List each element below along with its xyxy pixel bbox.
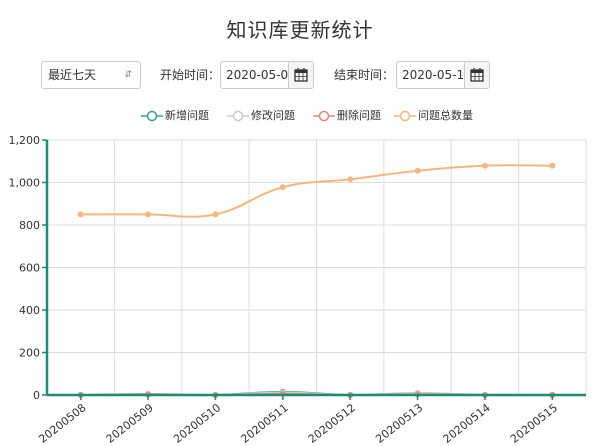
x-tick-label: 20200509 bbox=[104, 401, 156, 446]
calendar-icon[interactable] bbox=[464, 62, 489, 88]
range-select[interactable]: 最近七天 ⇵ bbox=[41, 61, 141, 89]
axes bbox=[42, 139, 586, 400]
updown-arrow-icon: ⇵ bbox=[124, 70, 132, 80]
x-tick-label: 20200512 bbox=[306, 401, 358, 446]
start-time-label: 开始时间： bbox=[160, 68, 221, 82]
legend-marker-new bbox=[141, 110, 163, 122]
data-point-total bbox=[347, 176, 354, 183]
legend-marker-total bbox=[394, 110, 416, 122]
data-point-total bbox=[481, 162, 488, 169]
y-tick-label: 1,000 bbox=[9, 177, 41, 190]
data-point-total bbox=[549, 162, 556, 169]
y-tick-label: 1,200 bbox=[9, 134, 41, 147]
y-tick-label: 0 bbox=[33, 389, 40, 402]
end-date-value: 2020-05-15 bbox=[402, 68, 472, 82]
chart-title: 知识库更新统计 bbox=[226, 18, 374, 42]
x-tick-labels: 20200508 20200509 20200510 20200511 20200512… bbox=[36, 401, 560, 446]
calendar-icon[interactable] bbox=[288, 62, 313, 88]
data-point-total bbox=[212, 211, 219, 218]
legend-label-modify: 修改问题 bbox=[251, 109, 295, 122]
end-time-label: 结束时间： bbox=[334, 68, 395, 82]
legend-marker-delete bbox=[313, 110, 335, 122]
x-tick-label: 20200514 bbox=[441, 401, 493, 446]
x-tick-label: 20200508 bbox=[36, 401, 88, 446]
start-date-value: 2020-05-08 bbox=[226, 68, 296, 82]
data-point-total bbox=[279, 184, 286, 191]
series-line-total bbox=[80, 164, 553, 218]
y-tick-label: 200 bbox=[19, 347, 40, 360]
legend-label-delete: 删除问题 bbox=[337, 109, 381, 122]
data-point-total bbox=[414, 167, 421, 174]
y-tick-label: 800 bbox=[19, 219, 40, 232]
grid-lines bbox=[47, 139, 587, 395]
data-point-total bbox=[145, 211, 152, 218]
legend-label-new: 新增问题 bbox=[165, 109, 209, 122]
x-tick-label: 20200513 bbox=[373, 401, 425, 446]
y-tick-label: 600 bbox=[19, 262, 40, 275]
x-tick-label: 20200511 bbox=[239, 401, 291, 446]
filter-bar: 最近七天 ⇵ 开始时间： 2020-05-08 结束时间： 2020-05-15 bbox=[0, 58, 600, 92]
y-tick-labels: 0 200 400 600 800 1,000 1,200 bbox=[9, 134, 41, 402]
range-select-value: 最近七天 bbox=[48, 68, 97, 82]
x-tick-label: 20200515 bbox=[508, 401, 560, 446]
legend-marker-modify bbox=[227, 110, 249, 122]
end-date-field[interactable]: 2020-05-15 bbox=[396, 61, 490, 89]
y-tick-label: 400 bbox=[19, 304, 40, 317]
data-point-total bbox=[77, 211, 84, 218]
chart-legend: 新增问题 修改问题 删除问题 问题总数量 bbox=[0, 108, 600, 124]
x-tick-label: 20200510 bbox=[171, 401, 223, 446]
legend-label-total: 问题总数量 bbox=[418, 109, 473, 122]
start-date-field[interactable]: 2020-05-08 bbox=[220, 61, 314, 89]
